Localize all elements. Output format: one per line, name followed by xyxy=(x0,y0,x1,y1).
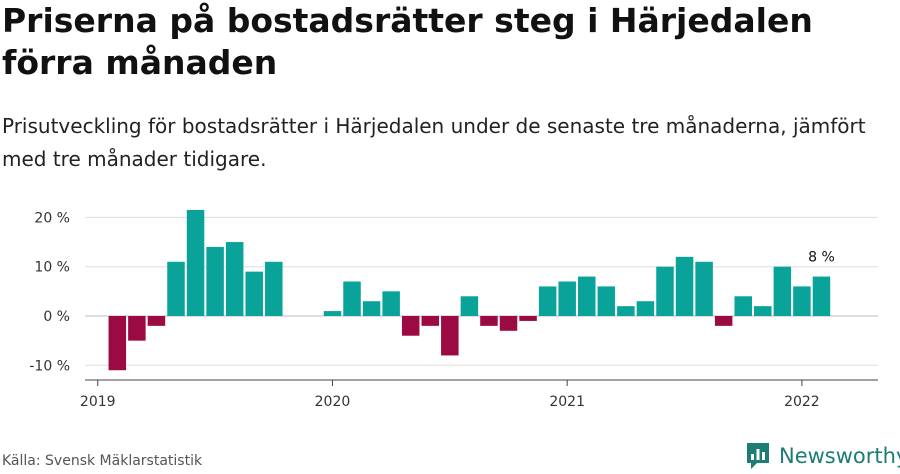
bar xyxy=(245,271,263,316)
bar xyxy=(441,316,459,356)
bar xyxy=(597,286,616,316)
bar xyxy=(695,261,713,316)
brand-name: Newsworthy xyxy=(779,444,900,468)
bar xyxy=(108,316,127,371)
bar xyxy=(206,246,224,316)
chart-title: Priserna på bostadsrätter steg i Härjeda… xyxy=(2,1,813,82)
bar xyxy=(793,286,811,316)
bar xyxy=(812,276,831,316)
y-tick-label: 20 % xyxy=(34,210,70,226)
bar xyxy=(656,266,674,316)
bar xyxy=(675,256,694,316)
bar xyxy=(636,301,655,316)
x-tick-label: 2022 xyxy=(784,394,820,410)
bar xyxy=(460,296,479,316)
x-tick-label: 2020 xyxy=(315,394,351,410)
bar xyxy=(538,286,557,316)
bar xyxy=(186,210,205,316)
bar xyxy=(558,281,576,316)
y-tick-label: 0 % xyxy=(43,309,70,325)
bar xyxy=(147,316,166,326)
bar xyxy=(401,316,420,336)
bar xyxy=(754,306,772,316)
x-tick-label: 2021 xyxy=(549,394,585,410)
source-note: Källa: Svensk Mäklarstatistik xyxy=(2,453,203,469)
bar xyxy=(225,242,244,316)
bar xyxy=(362,301,381,316)
data-label: 8 % xyxy=(808,250,835,266)
bar xyxy=(128,316,146,341)
newsworthy-logo-icon xyxy=(747,443,769,469)
bar xyxy=(323,311,342,316)
bar xyxy=(519,316,537,321)
y-tick-label: 10 % xyxy=(34,260,70,276)
bar xyxy=(343,281,361,316)
chart-subtitle: Prisutveckling för bostadsrätter i Härje… xyxy=(2,114,866,171)
bar xyxy=(480,316,498,326)
bar xyxy=(578,276,596,316)
y-tick-label: -10 % xyxy=(29,358,70,374)
bar xyxy=(421,316,440,326)
bar xyxy=(617,306,635,316)
bar-chart: -10 % 0 % 10 % 20 % 2019 2020 2021 2022 8 % xyxy=(29,210,878,410)
bar xyxy=(167,261,185,316)
bar xyxy=(499,316,518,331)
x-tick-label: 2019 xyxy=(80,394,116,410)
bar xyxy=(714,316,733,326)
bar xyxy=(773,266,792,316)
bar xyxy=(382,291,400,316)
brand: Newsworthy xyxy=(745,440,900,472)
bar xyxy=(734,296,752,316)
bar xyxy=(265,261,283,316)
